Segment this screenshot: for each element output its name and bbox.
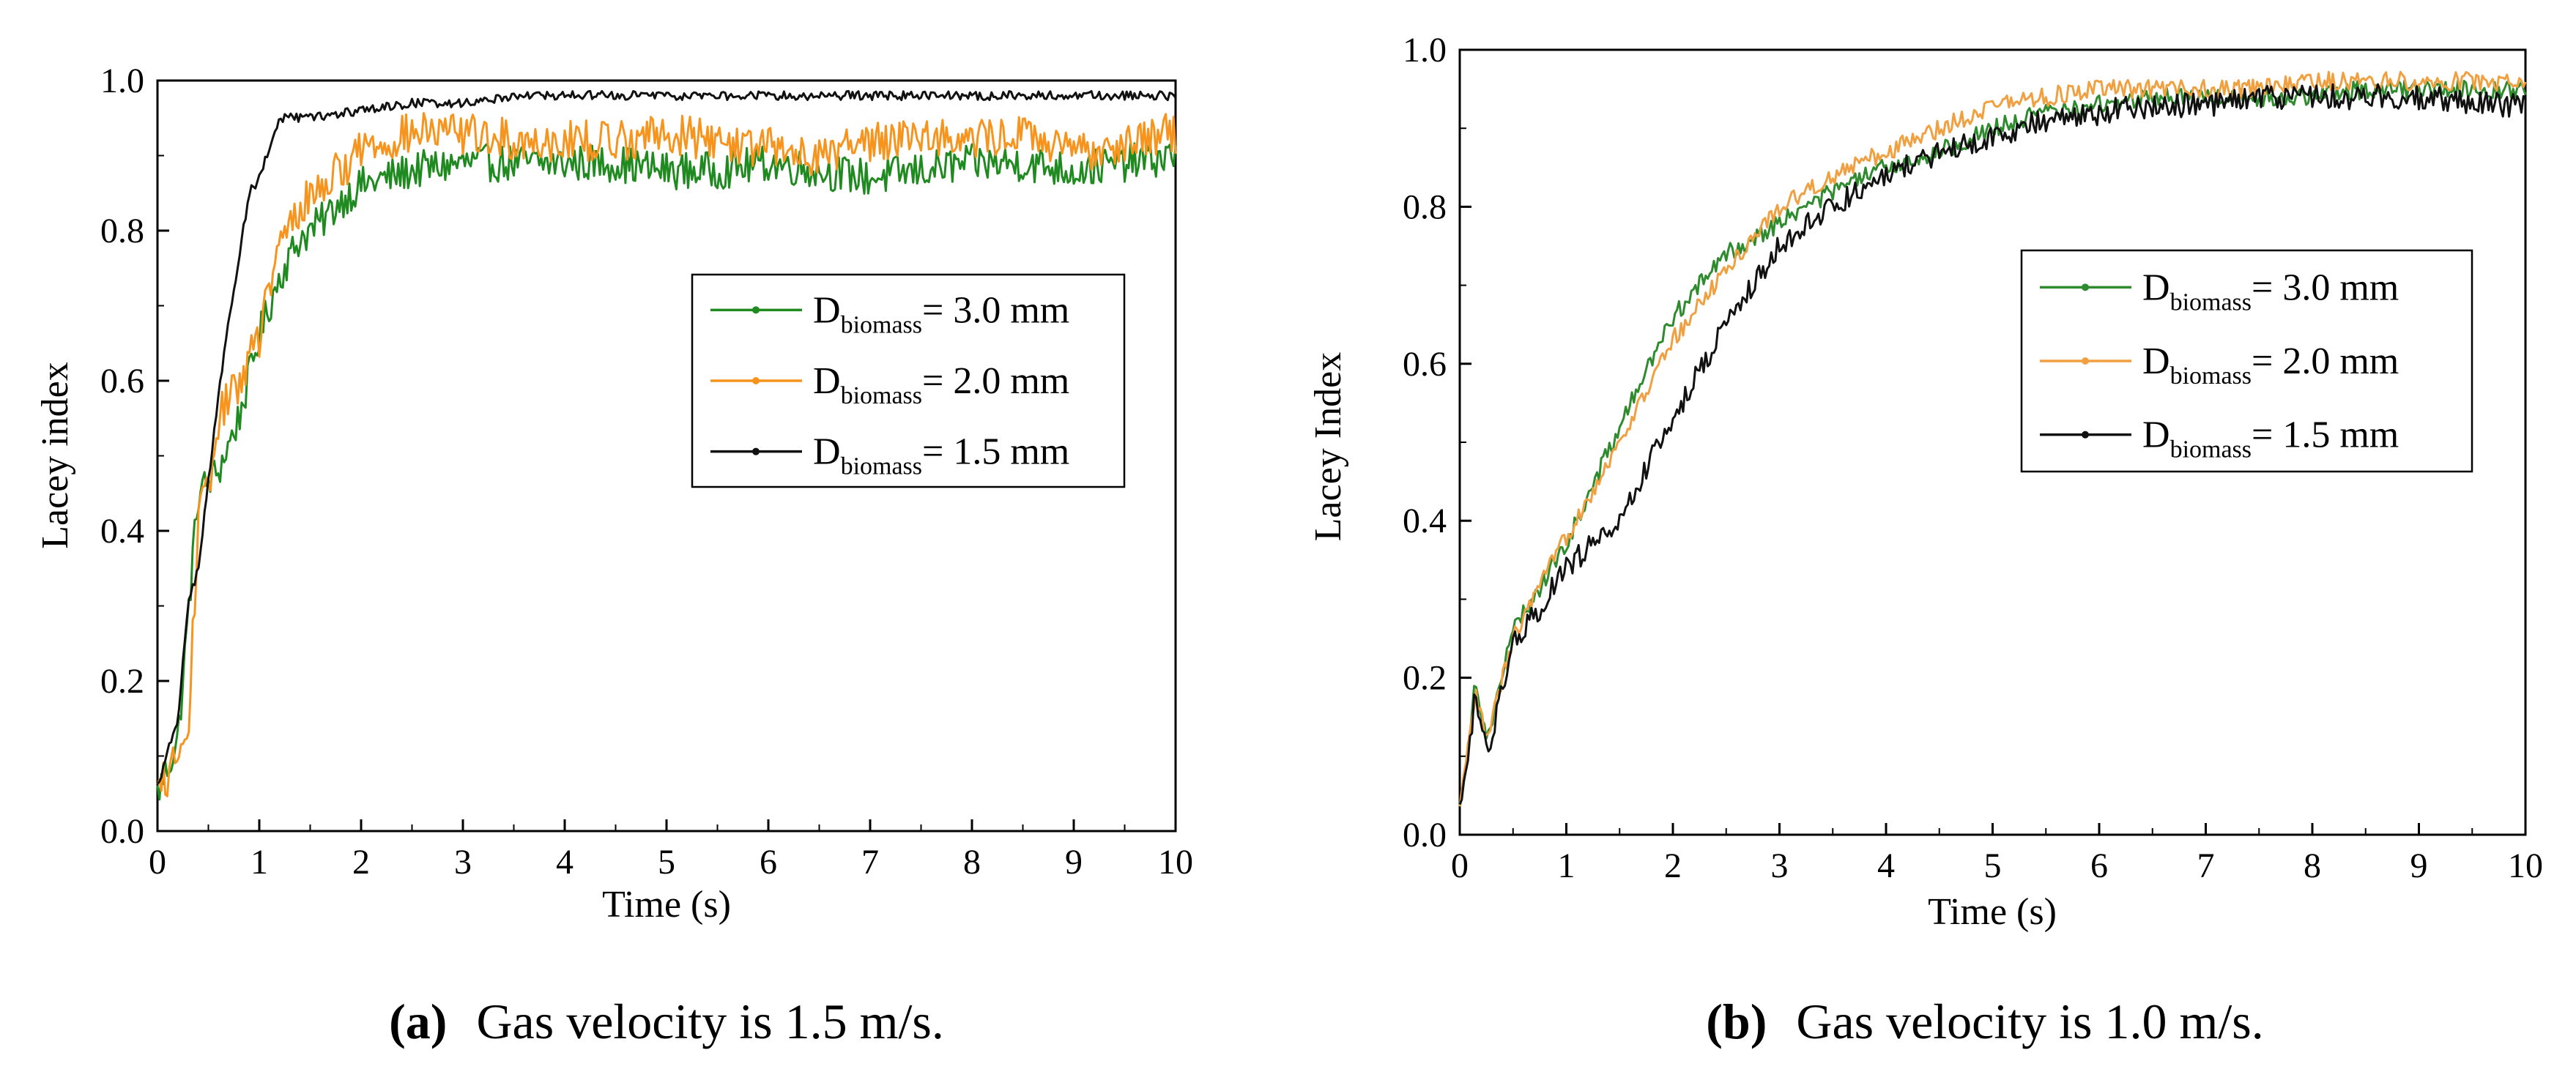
- y-tick-label-a: 0.8: [100, 212, 144, 250]
- y-tick-label-a: 0.6: [100, 362, 144, 401]
- y-tick-label-b: 0.4: [1403, 502, 1447, 540]
- x-tick-label-b: 6: [2090, 846, 2108, 885]
- x-tick-label-b: 0: [1451, 846, 1469, 885]
- x-tick-label-a: 0: [149, 843, 166, 882]
- x-tick-label-a: 3: [454, 843, 472, 882]
- x-tick-label-a: 1: [250, 843, 268, 882]
- x-tick-label-b: 4: [1877, 846, 1895, 885]
- caption-b-text: Gas velocity is 1.0 m/s.: [1796, 994, 2263, 1049]
- legend-label-a-0: Dbiomass= 3.0 mm: [813, 289, 1069, 338]
- x-tick-label-b: 1: [1558, 846, 1575, 885]
- y-tick-label-a: 0.2: [100, 662, 144, 701]
- caption-a-text: Gas velocity is 1.5 m/s.: [476, 994, 943, 1049]
- legend-marker-b-0: [2082, 283, 2089, 291]
- series-group-a: [156, 89, 1177, 801]
- axis-ticks-b: 0 1 2 3 4 5 6 7 8 9 10 0.0 0.2 0.4 0.6 0.8 1.0: [1403, 31, 2543, 885]
- caption-a-label: (a): [389, 994, 447, 1049]
- legend-b: Dbiomass= 3.0 mm Dbiomass= 2.0 mm Dbiomass…: [2020, 249, 2473, 473]
- y-tick-label-b: 1.0: [1403, 31, 1447, 70]
- legend-label-a-1: Dbiomass= 2.0 mm: [813, 360, 1069, 409]
- legend-marker-a-0: [752, 306, 760, 314]
- y-tick-label-b: 0.2: [1403, 659, 1447, 698]
- legend-label-b-1: Dbiomass= 2.0 mm: [2142, 340, 2399, 390]
- legend-a: Dbiomass= 3.0 mm Dbiomass= 2.0 mm Dbiomass…: [691, 273, 1126, 488]
- series-group-b: [1458, 70, 2527, 807]
- y-tick-label-b: 0.8: [1403, 187, 1447, 226]
- y-axis-label-a: Lacey index: [34, 362, 76, 549]
- x-tick-label-b: 10: [2508, 846, 2543, 885]
- legend-label-b-2: Dbiomass= 1.5 mm: [2142, 414, 2399, 463]
- axis-ticks-a: 0 1 2 3 4 5 6 7 8 9 10 0.0 0.2 0.4 0.6 0.8 1.0: [100, 62, 1193, 882]
- x-tick-label-a: 2: [352, 843, 370, 882]
- panel-a: 0 1 2 3 4 5 6 7 8 9 100.00.20.40.60.81.0 Time (s) …: [34, 62, 1193, 926]
- y-axis-label-b: Lacey Index: [1307, 352, 1349, 541]
- x-tick-label-a: 7: [861, 843, 879, 882]
- x-tick-label-b: 9: [2410, 846, 2428, 885]
- x-axis-label-a: Time (s): [602, 884, 731, 926]
- y-tick-label-b: 0.0: [1403, 816, 1447, 854]
- caption-a: (a) Gas velocity is 1.5 m/s.: [389, 994, 944, 1049]
- y-tick-label-a: 1.0: [100, 62, 144, 100]
- x-tick-label-a: 10: [1158, 843, 1193, 882]
- legend-marker-a-2: [752, 447, 760, 455]
- y-tick-label-a: 0.0: [100, 812, 144, 851]
- x-axis-label-b: Time (s): [1928, 891, 2057, 933]
- legend-label-b-0: Dbiomass= 3.0 mm: [2142, 267, 2399, 316]
- legend-marker-a-1: [752, 377, 760, 384]
- series-line-a-2: [156, 89, 1177, 785]
- caption-b: (b) Gas velocity is 1.0 m/s.: [1706, 994, 2264, 1049]
- series-line-a-0: [156, 139, 1177, 801]
- caption-b-label: (b): [1706, 994, 1767, 1049]
- series-line-b-2: [1458, 83, 2527, 805]
- legend-marker-b-2: [2082, 431, 2089, 439]
- x-tick-label-b: 3: [1771, 846, 1789, 885]
- legend-label-a-2: Dbiomass= 1.5 mm: [813, 431, 1069, 480]
- x-tick-label-b: 5: [1984, 846, 2002, 885]
- series-line-a-1: [156, 112, 1177, 797]
- x-tick-label-a: 8: [963, 843, 981, 882]
- x-tick-label-a: 5: [658, 843, 675, 882]
- y-tick-label-b: 0.6: [1403, 345, 1447, 384]
- x-tick-label-a: 9: [1065, 843, 1083, 882]
- x-tick-label-b: 2: [1664, 846, 1682, 885]
- panel-b: 0 1 2 3 4 5 6 7 8 9 100.00.20.40.60.81.0 Time (s) …: [1307, 31, 2543, 933]
- legend-marker-b-1: [2082, 357, 2089, 365]
- x-tick-label-a: 6: [760, 843, 777, 882]
- y-tick-label-a: 0.4: [100, 512, 144, 551]
- x-tick-label-b: 8: [2304, 846, 2321, 885]
- series-line-b-1: [1458, 70, 2527, 807]
- x-tick-label-a: 4: [556, 843, 574, 882]
- x-tick-label-b: 7: [2197, 846, 2215, 885]
